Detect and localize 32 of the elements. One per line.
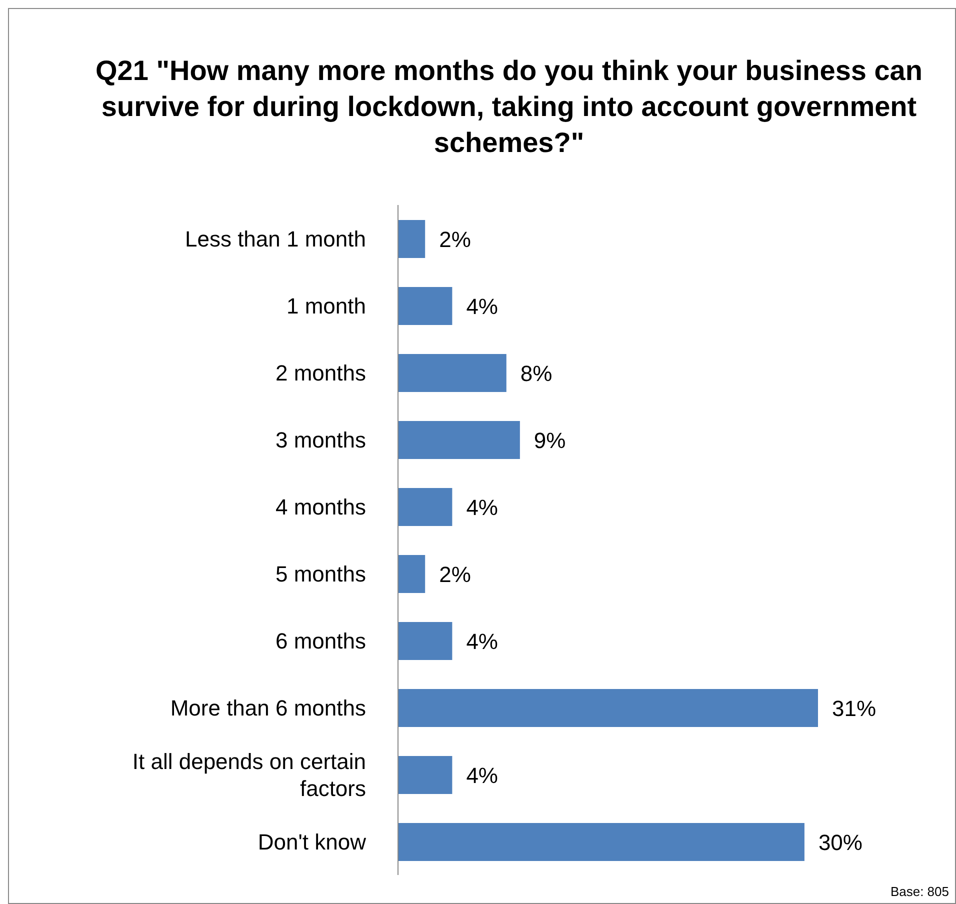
data-label: 9% (534, 428, 566, 453)
bar (398, 622, 452, 660)
bar (398, 823, 804, 861)
y-tick-label: More than 6 months (170, 695, 366, 720)
data-label: 30% (818, 830, 862, 855)
bar (398, 421, 520, 459)
y-tick-label: Less than 1 month (184, 226, 366, 251)
bar (398, 354, 506, 392)
y-tick-label: 5 months (276, 561, 366, 586)
bar (398, 555, 426, 593)
data-label: 2% (439, 226, 471, 252)
data-label: 4% (466, 762, 498, 788)
data-label: 4% (466, 294, 498, 319)
bar (398, 689, 818, 727)
data-label: 2% (439, 562, 471, 587)
data-label: 4% (466, 494, 498, 520)
y-tick-label: 1 month (286, 293, 366, 318)
bar (398, 287, 452, 325)
data-label: 8% (520, 360, 552, 386)
bar (398, 488, 452, 526)
y-tick-label: 4 months (276, 494, 366, 519)
bar (398, 220, 426, 258)
y-tick-label: 2 months (276, 360, 366, 385)
bar (398, 756, 452, 794)
chart-title: Q21 "How many more months do you think your business can survive for during lockdown, taking into account government schemes?" (94, 54, 924, 160)
y-tick-label: It all depends on certain factors (132, 748, 366, 800)
y-tick-label: 3 months (276, 427, 366, 452)
data-label: 4% (466, 628, 498, 654)
data-label: 31% (832, 696, 876, 721)
y-tick-label: Don't know (258, 829, 366, 854)
text: Base: 805 (890, 884, 949, 899)
y-tick-label: 6 months (276, 628, 366, 653)
